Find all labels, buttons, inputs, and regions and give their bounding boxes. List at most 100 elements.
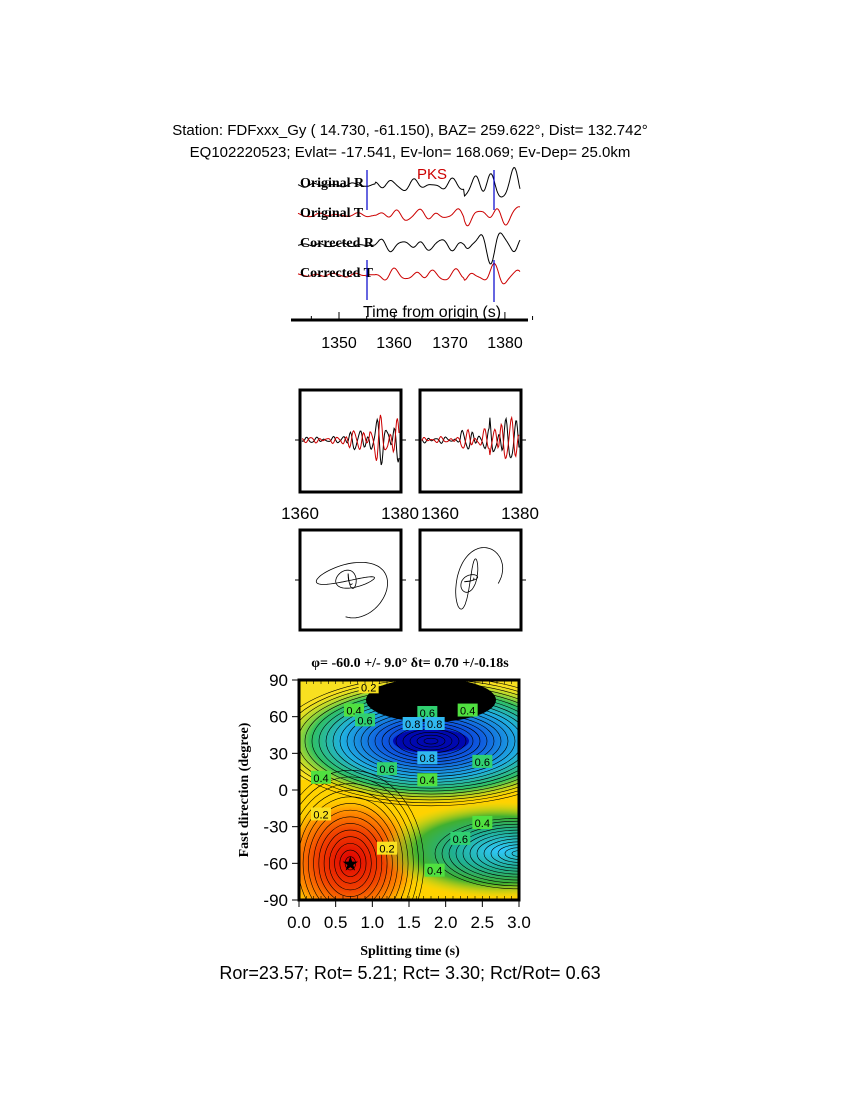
contour-line [462, 829, 519, 878]
contour-label-bg [424, 717, 445, 730]
contour-line [448, 823, 519, 884]
contour-label-bg [377, 762, 397, 776]
cmp-right-tick: 1360 [421, 504, 459, 523]
contour-line [329, 836, 372, 891]
contour-line [434, 817, 519, 890]
contour-line [409, 731, 453, 751]
contour-line [299, 783, 414, 900]
contour-label-bg [377, 841, 397, 855]
contour-line [455, 826, 519, 881]
contour-line [318, 823, 383, 900]
time-axis-ticks [310, 312, 534, 320]
time-tick-label: 1370 [432, 335, 468, 352]
contour-label: 0.6 [379, 764, 394, 776]
contour-label: 0.6 [453, 834, 468, 846]
fast-trace [301, 414, 400, 461]
ratio-summary: Ror=23.57; Rot= 5.21; Rct= 3.30; Rct/Rot… [219, 963, 600, 983]
contour-labels: 0.2 0.4 0.6 0.6 0.8 0.8 0.4 0.8 0.6 0.6 0.4 0.4 0.2 0… [311, 680, 493, 878]
contour-label: 0.4 [427, 866, 442, 878]
y-tick-label: -30 [263, 818, 288, 837]
contour-label-bg [450, 831, 471, 845]
cmp-left-tick: 1380 [381, 504, 419, 523]
contour-line [299, 680, 519, 807]
contour-label: 0.2 [379, 844, 394, 856]
contour-label: 0.8 [427, 719, 442, 731]
contour-ticks: 0.0 0.5 1.0 1.5 2.0 2.5 3.0 90 60 30 0 -30 -60 -90 [263, 671, 530, 932]
trace-1 [297, 206, 521, 227]
contour-line [299, 680, 519, 804]
contour-peak [393, 729, 469, 753]
contour-line [339, 849, 362, 877]
y-tick-label: 30 [269, 744, 288, 763]
contour-label-bg [311, 770, 331, 784]
contour-line [416, 734, 446, 748]
y-axis-label: Fast direction (degree) [237, 722, 252, 857]
contour-line [308, 809, 393, 900]
x-tick-label: 1.5 [397, 913, 421, 932]
contour-min-region [299, 795, 425, 900]
x-tick-label: 2.5 [471, 913, 495, 932]
contour-label: 0.2 [313, 809, 328, 821]
time-tick-label: 1360 [376, 335, 412, 352]
contour-line [497, 844, 519, 863]
fast-trace [421, 415, 520, 460]
comparison-box [418, 388, 523, 494]
contour-label-bg [417, 773, 438, 787]
trace-label-corrected-t: Corrected T [300, 266, 374, 281]
contour-label: 0.8 [405, 719, 420, 731]
contour-label-bg [355, 713, 375, 727]
contour-label-bg [417, 706, 438, 719]
particle-motion-panels [295, 528, 526, 632]
contour-label-bg [358, 680, 379, 694]
contour-label-bg [472, 754, 493, 768]
trace-label-corrected-r: Corrected R [300, 236, 375, 251]
contour-line [469, 832, 519, 875]
y-tick-label: -90 [263, 891, 288, 910]
contour-line [423, 737, 439, 745]
time-tick-label: 1380 [487, 335, 523, 352]
contour-label: 0.2 [361, 682, 376, 694]
contour-line [490, 841, 519, 866]
contour-line [302, 803, 398, 900]
x-tick-label: 1.0 [361, 913, 385, 932]
contour-line [313, 816, 388, 900]
contour-label: 0.4 [313, 773, 328, 785]
contour-line [318, 693, 519, 789]
contour-label: 0.6 [475, 757, 490, 769]
trace-label-original-r: Original R [300, 176, 365, 191]
time-tick-label: 1350 [321, 335, 357, 352]
contour-line [299, 776, 419, 900]
contour-line [334, 843, 367, 884]
x-tick-label: 0.5 [324, 913, 348, 932]
contour-line [299, 684, 519, 798]
x-tick-label: 3.0 [507, 913, 531, 932]
trace-label-original-t: Original T [300, 206, 364, 221]
contour-label: 0.8 [420, 753, 435, 765]
contour-label: 0.4 [460, 706, 475, 718]
contour-line [476, 835, 519, 872]
contour-line [304, 687, 519, 795]
y-tick-label: -60 [263, 854, 288, 873]
contour-label: 0.4 [420, 775, 435, 787]
contour-title: φ= -60.0 +/- 9.0° δt= 0.70 +/-0.18s [311, 656, 509, 671]
particle-motion-path [455, 547, 504, 610]
waveform-panel [297, 166, 521, 285]
contour-line [511, 850, 519, 857]
contour-line [483, 838, 519, 869]
x-axis-label: Splitting time (s) [360, 944, 460, 959]
best-fit-star-icon: ★ [341, 853, 359, 875]
comparison-box [298, 388, 403, 494]
contour-line [441, 820, 519, 887]
contour-label-bg [472, 816, 493, 829]
y-tick-label: 0 [279, 781, 288, 800]
contour-label: 0.6 [357, 715, 372, 727]
particle-motion-path [315, 562, 389, 619]
contour-line [299, 796, 404, 900]
phase-label: PKS [417, 166, 447, 183]
cmp-right-tick: 1380 [501, 504, 539, 523]
slow-trace [301, 417, 400, 466]
y-tick-label: 60 [269, 708, 288, 727]
event-info: EQ102220523; Evlat= -17.541, Ev-lon= 168… [190, 144, 631, 161]
